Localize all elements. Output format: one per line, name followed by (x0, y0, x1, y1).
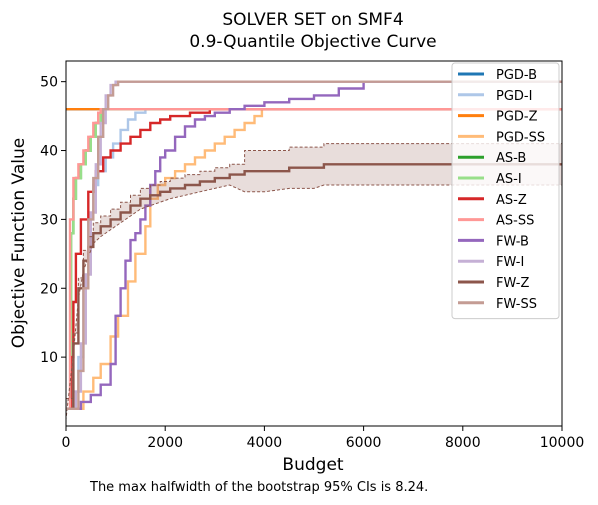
legend-label-as-b: AS-B (496, 151, 526, 166)
x-tick-label: 2000 (147, 435, 183, 451)
y-tick-label: 50 (40, 75, 58, 91)
series-line-as-z (66, 108, 562, 410)
x-tick-label: 4000 (247, 435, 283, 451)
legend-label-fw-z: FW-Z (496, 276, 529, 291)
series-line-fw-ss (66, 80, 562, 410)
legend-label-pgd-b: PGD-B (496, 68, 537, 83)
y-axis: 10 20 30 40 50 (40, 75, 66, 366)
x-tick-label: 6000 (346, 435, 382, 451)
legend-label-as-z: AS-Z (496, 193, 527, 208)
legend-label-as-ss: AS-SS (496, 214, 534, 229)
y-tick-label: 10 (40, 350, 58, 366)
y-axis-label: Objective Function Value (9, 138, 29, 348)
ci-footnote: The max halfwidth of the bootstrap 95% C… (90, 480, 429, 495)
legend: PGD-B PGD-I PGD-Z PGD-SS AS-B AS-I AS-Z AS-SS FW… (451, 62, 560, 320)
series-line-fw-b (66, 80, 562, 410)
series-line-as-ss (66, 108, 562, 410)
legend-label-pgd-i: PGD-I (496, 89, 532, 104)
series-line-fw-i (66, 80, 562, 410)
chart-title: SOLVER SET on SMF4 (222, 10, 403, 30)
x-axis-label: Budget (282, 455, 343, 475)
legend-label-fw-ss: FW-SS (496, 297, 537, 312)
legend-label-fw-i: FW-I (496, 255, 524, 270)
y-tick-label: 30 (40, 212, 58, 228)
legend-label-as-i: AS-I (496, 172, 522, 187)
legend-label-fw-b: FW-B (496, 234, 529, 249)
x-axis: 0 2000 4000 6000 8000 10000 (62, 426, 585, 451)
legend-label-pgd-ss: PGD-SS (496, 130, 545, 145)
legend-box (451, 62, 560, 320)
y-tick-label: 40 (40, 144, 58, 160)
x-tick-label: 0 (62, 435, 71, 451)
plot-area (65, 60, 563, 427)
chart-subtitle: 0.9-Quantile Objective Curve (189, 32, 436, 52)
x-tick-label: 10000 (540, 435, 585, 451)
y-tick-label: 20 (40, 281, 58, 297)
x-tick-label: 8000 (445, 435, 481, 451)
legend-label-pgd-z: PGD-Z (496, 110, 538, 125)
